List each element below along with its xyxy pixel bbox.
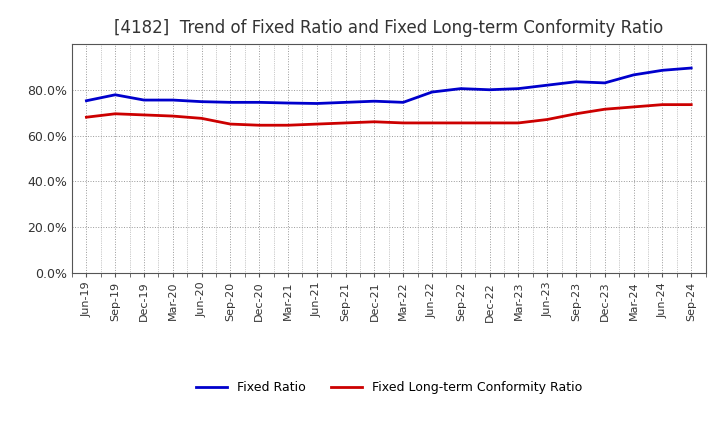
Fixed Ratio: [514, 86, 523, 91]
Line: Fixed Long-term Conformity Ratio: Fixed Long-term Conformity Ratio: [86, 105, 691, 125]
Fixed Long-term Conformity Ratio: [370, 119, 379, 125]
Fixed Ratio: [485, 87, 494, 92]
Fixed Ratio: [341, 100, 350, 105]
Title: [4182]  Trend of Fixed Ratio and Fixed Long-term Conformity Ratio: [4182] Trend of Fixed Ratio and Fixed Lo…: [114, 19, 663, 37]
Fixed Long-term Conformity Ratio: [428, 120, 436, 125]
Fixed Long-term Conformity Ratio: [341, 120, 350, 125]
Fixed Long-term Conformity Ratio: [514, 120, 523, 125]
Fixed Ratio: [284, 100, 292, 106]
Fixed Long-term Conformity Ratio: [255, 123, 264, 128]
Fixed Long-term Conformity Ratio: [456, 120, 465, 125]
Fixed Long-term Conformity Ratio: [658, 102, 667, 107]
Fixed Ratio: [140, 97, 148, 103]
Fixed Long-term Conformity Ratio: [572, 111, 580, 117]
Fixed Ratio: [111, 92, 120, 97]
Fixed Long-term Conformity Ratio: [543, 117, 552, 122]
Fixed Ratio: [687, 66, 696, 71]
Fixed Ratio: [572, 79, 580, 84]
Fixed Long-term Conformity Ratio: [312, 121, 321, 127]
Legend: Fixed Ratio, Fixed Long-term Conformity Ratio: Fixed Ratio, Fixed Long-term Conformity …: [191, 376, 587, 399]
Fixed Ratio: [629, 72, 638, 77]
Fixed Ratio: [168, 97, 177, 103]
Fixed Ratio: [370, 99, 379, 104]
Fixed Ratio: [456, 86, 465, 91]
Fixed Ratio: [82, 98, 91, 103]
Fixed Ratio: [658, 68, 667, 73]
Fixed Long-term Conformity Ratio: [687, 102, 696, 107]
Fixed Long-term Conformity Ratio: [399, 120, 408, 125]
Fixed Long-term Conformity Ratio: [140, 112, 148, 117]
Line: Fixed Ratio: Fixed Ratio: [86, 68, 691, 103]
Fixed Long-term Conformity Ratio: [284, 123, 292, 128]
Fixed Long-term Conformity Ratio: [197, 116, 206, 121]
Fixed Long-term Conformity Ratio: [485, 120, 494, 125]
Fixed Ratio: [312, 101, 321, 106]
Fixed Long-term Conformity Ratio: [168, 114, 177, 119]
Fixed Long-term Conformity Ratio: [629, 104, 638, 110]
Fixed Ratio: [226, 100, 235, 105]
Fixed Long-term Conformity Ratio: [82, 114, 91, 120]
Fixed Long-term Conformity Ratio: [226, 121, 235, 127]
Fixed Long-term Conformity Ratio: [600, 106, 609, 112]
Fixed Ratio: [543, 83, 552, 88]
Fixed Ratio: [428, 89, 436, 95]
Fixed Long-term Conformity Ratio: [111, 111, 120, 117]
Fixed Ratio: [600, 80, 609, 85]
Fixed Ratio: [255, 100, 264, 105]
Fixed Ratio: [197, 99, 206, 104]
Fixed Ratio: [399, 100, 408, 105]
